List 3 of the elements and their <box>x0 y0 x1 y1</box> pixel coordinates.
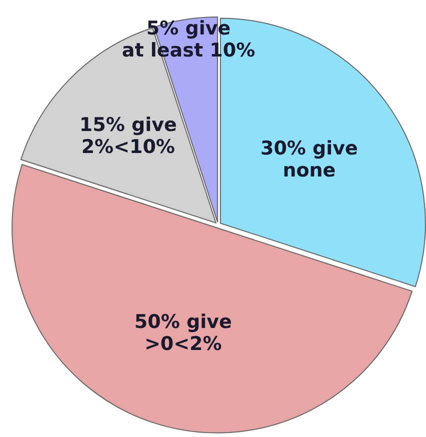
slice-label: 30% give none <box>260 137 358 182</box>
slice-label: 50% give >0<2% <box>134 310 232 355</box>
slice-label: 15% give 2%<10% <box>79 114 177 158</box>
